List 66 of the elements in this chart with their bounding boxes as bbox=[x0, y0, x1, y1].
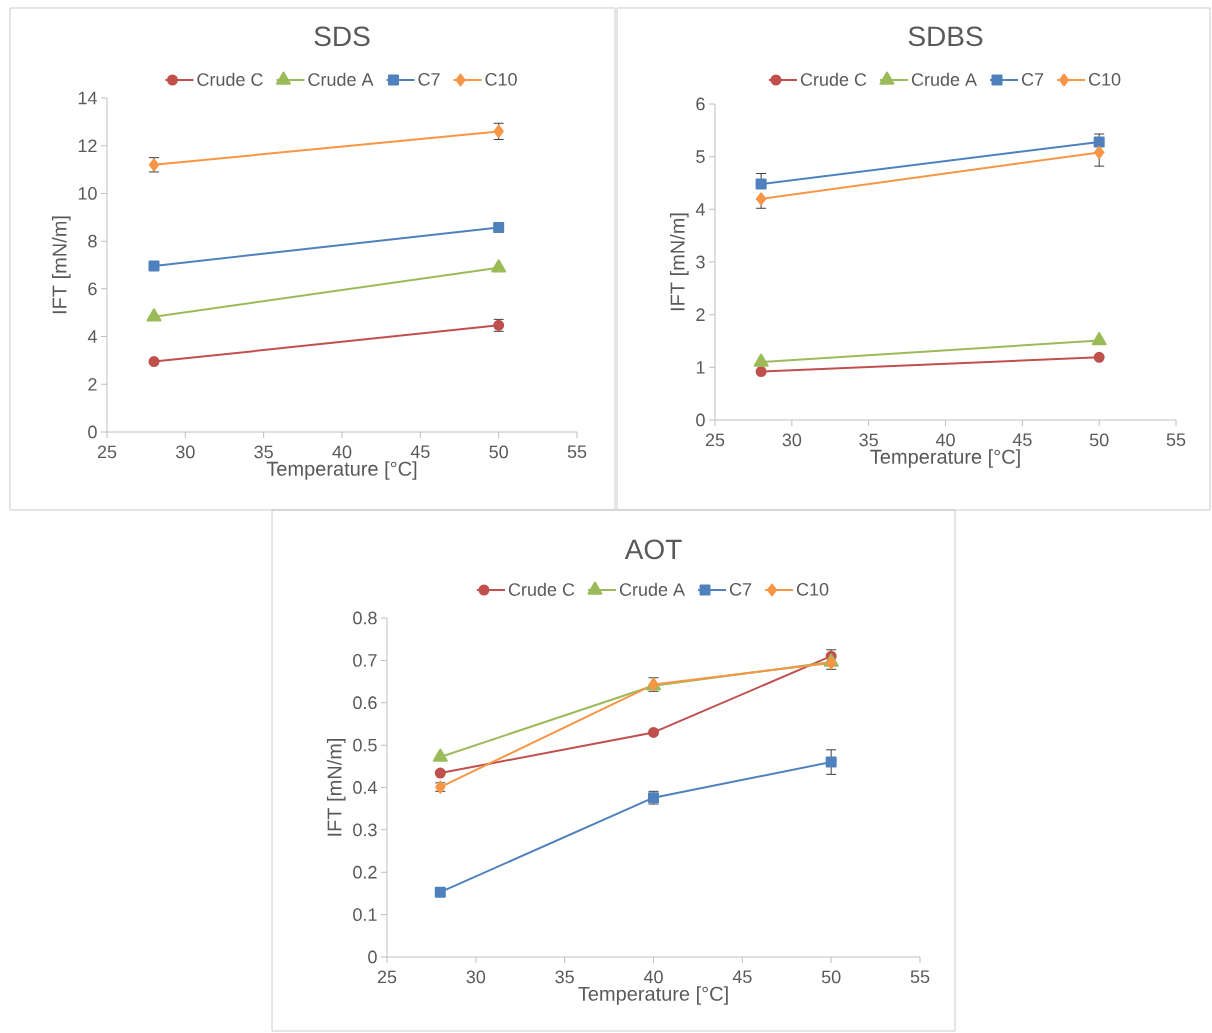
x-tick-label: 50 bbox=[1089, 433, 1109, 447]
x-axis-title: Temperature [°C] bbox=[578, 986, 728, 1005]
y-tick-label: 0.5 bbox=[353, 738, 377, 752]
x-tick-label: 25 bbox=[705, 433, 725, 447]
y-tick-label: 4 bbox=[695, 203, 705, 216]
y-tick-label: 0.4 bbox=[353, 781, 377, 794]
y-axis-title: IFT [mN/m] bbox=[669, 213, 689, 311]
x-tick-label: 55 bbox=[567, 445, 587, 459]
x-tick-label: 40 bbox=[643, 970, 663, 984]
legend-label: Crude C bbox=[800, 72, 867, 86]
y-tick-label: 2 bbox=[88, 377, 97, 391]
chart-title: SDS bbox=[314, 26, 370, 47]
x-tick-label: 25 bbox=[377, 970, 397, 984]
x-tick-label: 55 bbox=[910, 970, 930, 984]
y-tick-label: 6 bbox=[696, 97, 705, 111]
x-tick-label: 30 bbox=[466, 970, 486, 984]
y-tick-label: 0.1 bbox=[353, 908, 377, 921]
x-tick-label: 50 bbox=[821, 970, 841, 984]
x-tick-label: 55 bbox=[1166, 433, 1186, 447]
y-tick-label: 0 bbox=[88, 425, 97, 439]
legend-label: Crude A bbox=[911, 72, 977, 86]
x-tick-label: 35 bbox=[555, 970, 574, 984]
x-tick-label: 45 bbox=[410, 445, 430, 459]
y-tick-label: 14 bbox=[78, 91, 97, 105]
legend-label: C10 bbox=[796, 582, 829, 596]
y-tick-label: 8 bbox=[88, 234, 97, 248]
x-tick-label: 35 bbox=[254, 445, 273, 459]
legend-label: Crude A bbox=[619, 582, 685, 596]
y-tick-label: 1 bbox=[696, 361, 705, 374]
legend-label: Crude C bbox=[508, 582, 575, 596]
x-tick-label: 40 bbox=[332, 445, 352, 459]
chart-title: AOT bbox=[624, 539, 682, 560]
legend-label: C7 bbox=[729, 582, 752, 596]
y-tick-label: 0.6 bbox=[353, 696, 377, 710]
y-tick-label: 4 bbox=[87, 330, 97, 343]
x-tick-label: 35 bbox=[859, 433, 878, 447]
y-tick-label: 3 bbox=[696, 255, 705, 269]
y-tick-label: 0.8 bbox=[353, 611, 377, 625]
chart-title: SDBS bbox=[908, 26, 983, 47]
y-tick-label: 6 bbox=[88, 282, 97, 296]
legend-label: C7 bbox=[418, 72, 440, 86]
y-tick-label: 2 bbox=[696, 308, 705, 321]
x-tick-label: 45 bbox=[1012, 433, 1032, 447]
legend-label: Crude A bbox=[308, 72, 374, 86]
x-axis-title: Temperature [°C] bbox=[266, 461, 417, 480]
x-tick-label: 30 bbox=[782, 433, 802, 447]
y-tick-label: 0.2 bbox=[353, 865, 377, 879]
x-tick-label: 40 bbox=[935, 433, 955, 447]
y-tick-label: 0.7 bbox=[353, 654, 377, 667]
x-tick-label: 45 bbox=[732, 970, 752, 984]
y-tick-label: 5 bbox=[696, 150, 705, 163]
legend-label: C10 bbox=[485, 72, 517, 86]
x-tick-label: 50 bbox=[489, 445, 508, 459]
y-tick-label: 0.3 bbox=[353, 823, 377, 837]
y-tick-label: 0 bbox=[368, 950, 377, 964]
x-tick-label: 30 bbox=[176, 445, 195, 459]
legend-label: C10 bbox=[1088, 72, 1121, 86]
x-tick-label: 25 bbox=[97, 445, 117, 459]
legend-label: C7 bbox=[1021, 72, 1044, 86]
y-tick-label: 10 bbox=[78, 187, 97, 200]
y-tick-label: 0 bbox=[696, 413, 705, 427]
x-axis-title: Temperature [°C] bbox=[870, 449, 1020, 468]
legend-label: Crude C bbox=[197, 72, 263, 86]
y-tick-label: 12 bbox=[78, 139, 97, 152]
y-axis-title: IFT [mN/m] bbox=[326, 738, 346, 836]
y-axis-title: IFT [mN/m] bbox=[51, 216, 71, 314]
